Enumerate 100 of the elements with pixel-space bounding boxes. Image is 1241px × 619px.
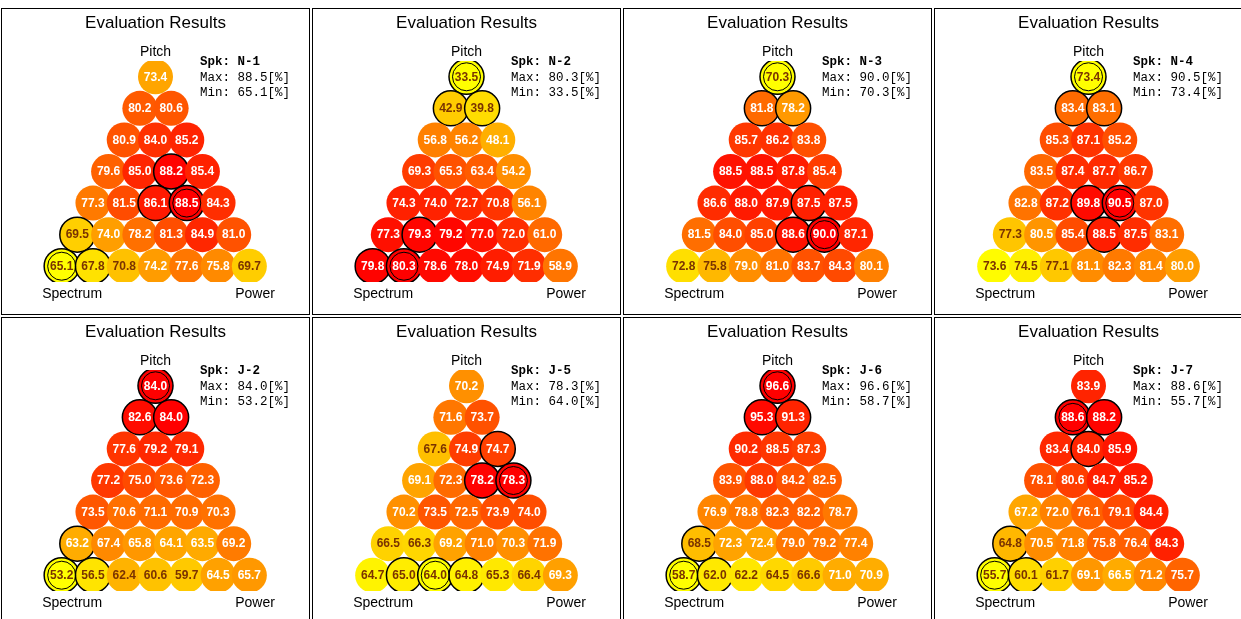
data-label: 68.5 bbox=[687, 536, 712, 551]
data-label: 81.4 bbox=[1139, 259, 1164, 274]
text: Pitch bbox=[450, 42, 483, 59]
data-label: 80.5 bbox=[1029, 227, 1054, 242]
text: Max: 90.0[%] bbox=[822, 70, 913, 85]
data-label: 65.8 bbox=[128, 536, 152, 551]
data-label: 64.0 bbox=[423, 568, 448, 583]
data-label: 77.3 bbox=[998, 227, 1023, 242]
data-label: 83.9 bbox=[1076, 378, 1101, 393]
data-label: 67.4 bbox=[96, 536, 121, 551]
data-label: 74.9 bbox=[454, 441, 479, 456]
data-label: 81.1 bbox=[1076, 259, 1101, 274]
data-label: 82.3 bbox=[1108, 259, 1132, 274]
data-label: 56.5 bbox=[81, 568, 105, 583]
data-label: 84.4 bbox=[1139, 504, 1164, 519]
text: Max: 84.0[%] bbox=[200, 379, 291, 394]
data-label: 65.3 bbox=[486, 568, 510, 583]
data-label: 80.6 bbox=[1061, 473, 1085, 488]
data-label: 64.8 bbox=[998, 536, 1023, 551]
data-label: 84.3 bbox=[1155, 536, 1179, 551]
data-label: 74.2 bbox=[143, 259, 168, 274]
data-label: 79.6 bbox=[96, 164, 121, 179]
data-label: 67.8 bbox=[81, 259, 105, 274]
text: Evaluation Results bbox=[1018, 321, 1159, 341]
data-label: 87.1 bbox=[1076, 132, 1101, 147]
data-label: 53.2 bbox=[49, 568, 74, 583]
data-label: 33.5 bbox=[454, 69, 479, 84]
text: Pitch bbox=[761, 42, 794, 59]
data-label: 77.2 bbox=[96, 473, 121, 488]
data-label: 87.1 bbox=[844, 227, 868, 242]
data-label: 80.9 bbox=[112, 132, 137, 147]
data-label: 86.6 bbox=[703, 195, 727, 210]
data-label: 79.0 bbox=[734, 259, 759, 274]
data-label: 85.4 bbox=[1061, 227, 1085, 242]
data-label: 74.3 bbox=[392, 195, 416, 210]
data-label: 82.3 bbox=[765, 504, 790, 519]
data-label: 61.7 bbox=[1045, 568, 1070, 583]
data-label: 87.5 bbox=[1123, 227, 1148, 242]
data-label: 82.2 bbox=[797, 504, 821, 519]
data-label: 79.1 bbox=[175, 441, 199, 456]
data-label: 66.5 bbox=[1108, 568, 1132, 583]
data-label: 75.7 bbox=[1170, 568, 1195, 583]
data-label: 79.2 bbox=[143, 441, 168, 456]
data-label: 67.6 bbox=[423, 441, 448, 456]
data-label: 81.5 bbox=[112, 195, 137, 210]
text: Power bbox=[1168, 594, 1209, 611]
data-label: 77.3 bbox=[81, 195, 105, 210]
data-label: 63.4 bbox=[470, 164, 495, 179]
data-label: 81.8 bbox=[750, 101, 774, 116]
text: Evaluation Results bbox=[707, 12, 848, 32]
data-label: 78.2 bbox=[470, 473, 495, 488]
data-label: 74.0 bbox=[96, 227, 121, 242]
data-label: 81.0 bbox=[765, 259, 790, 274]
text: Max: 88.6[%] bbox=[1133, 379, 1224, 394]
data-label: 69.3 bbox=[548, 568, 573, 583]
data-label: 70.9 bbox=[175, 504, 199, 519]
data-label: 71.0 bbox=[828, 568, 853, 583]
data-label: 84.2 bbox=[781, 473, 806, 488]
data-label: 73.7 bbox=[470, 410, 495, 425]
data-label: 72.5 bbox=[454, 504, 479, 519]
data-label: 69.5 bbox=[65, 227, 90, 242]
data-label: 69.2 bbox=[222, 536, 246, 551]
text: Pitch bbox=[1072, 42, 1105, 59]
data-label: 83.1 bbox=[1155, 227, 1179, 242]
data-label: 90.5 bbox=[1108, 195, 1132, 210]
text: Evaluation Results bbox=[707, 321, 848, 341]
data-label: 76.1 bbox=[1076, 504, 1101, 519]
data-label: 86.1 bbox=[143, 195, 168, 210]
data-label: 83.8 bbox=[797, 132, 821, 147]
data-label: 88.5 bbox=[1092, 227, 1117, 242]
data-label: 59.7 bbox=[175, 568, 199, 583]
data-label: 87.8 bbox=[781, 164, 806, 179]
text: Power bbox=[235, 594, 276, 611]
data-label: 80.6 bbox=[159, 101, 184, 116]
data-label: 54.2 bbox=[501, 164, 526, 179]
data-label: 75.8 bbox=[703, 259, 727, 274]
data-label: 74.0 bbox=[423, 195, 448, 210]
data-label: 89.8 bbox=[1076, 195, 1101, 210]
data-label: 70.2 bbox=[454, 378, 479, 393]
data-label: 87.3 bbox=[797, 441, 821, 456]
text: Max: 88.5[%] bbox=[200, 70, 291, 85]
data-label: 88.0 bbox=[750, 473, 774, 488]
data-label: 77.6 bbox=[175, 259, 199, 274]
text: Spectrum bbox=[42, 594, 103, 611]
data-label: 77.1 bbox=[1045, 259, 1070, 274]
data-label: 62.0 bbox=[703, 568, 727, 583]
data-label: 73.6 bbox=[159, 473, 184, 488]
text: Power bbox=[546, 594, 587, 611]
data-label: 70.9 bbox=[859, 568, 884, 583]
text: Spectrum bbox=[664, 594, 725, 611]
text: Power bbox=[857, 285, 898, 302]
text: Evaluation Results bbox=[85, 321, 226, 341]
data-label: 79.3 bbox=[407, 227, 432, 242]
data-label: 87.2 bbox=[1045, 195, 1070, 210]
data-label: 70.3 bbox=[501, 536, 526, 551]
data-label: 73.5 bbox=[423, 504, 448, 519]
data-label: 81.5 bbox=[687, 227, 712, 242]
data-label: 71.0 bbox=[470, 536, 495, 551]
data-label: 87.4 bbox=[1061, 164, 1085, 179]
text: Evaluation Results bbox=[1018, 12, 1159, 32]
